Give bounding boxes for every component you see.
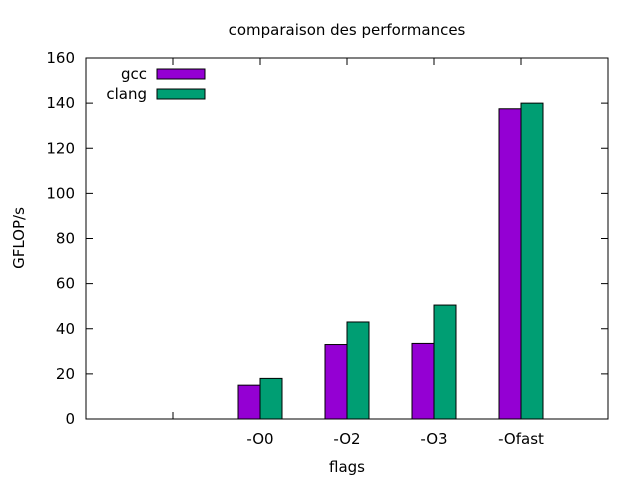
y-tick-label: 120	[46, 139, 75, 157]
bar-gcc-Ofast	[498, 108, 522, 420]
bar-clang-O3	[433, 304, 457, 420]
plot-frame	[85, 57, 609, 420]
bar-clang-O2	[346, 321, 370, 420]
y-tick-label: 100	[46, 184, 75, 202]
y-tick-label: 20	[56, 365, 75, 383]
legend: gcc clang	[106, 65, 206, 103]
x-tick-label: -O0	[246, 430, 273, 448]
bar-clang-Ofast	[520, 102, 544, 420]
legend-swatch-gcc	[156, 68, 206, 80]
bars	[237, 102, 544, 420]
x-axis-ticks: -O0 -O2 -O3 -Ofast	[172, 58, 544, 448]
y-axis-ticks: 0 20 40 60 80 100 120 140 160	[46, 49, 608, 428]
x-tick-label: -O2	[333, 430, 360, 448]
bar-gcc-O3	[411, 342, 435, 420]
bar-gcc-O2	[324, 344, 348, 420]
legend-swatch-clang	[156, 88, 206, 100]
bar-clang-O0	[259, 377, 283, 420]
bar-gcc-O0	[237, 384, 261, 420]
y-tick-label: 60	[56, 275, 75, 293]
y-axis-title: GFLOP/s	[10, 207, 28, 269]
y-tick-label: 140	[46, 94, 75, 112]
chart-title: comparaison des performances	[229, 21, 466, 39]
x-tick-label: -O3	[420, 430, 447, 448]
legend-label-clang: clang	[106, 85, 147, 103]
y-tick-label: 80	[56, 230, 75, 248]
x-axis-title: flags	[329, 458, 365, 476]
y-tick-label: 160	[46, 49, 75, 67]
legend-label-gcc: gcc	[121, 65, 147, 83]
y-tick-label: 0	[65, 410, 75, 428]
y-tick-label: 40	[56, 320, 75, 338]
x-tick-label: -Ofast	[498, 430, 544, 448]
